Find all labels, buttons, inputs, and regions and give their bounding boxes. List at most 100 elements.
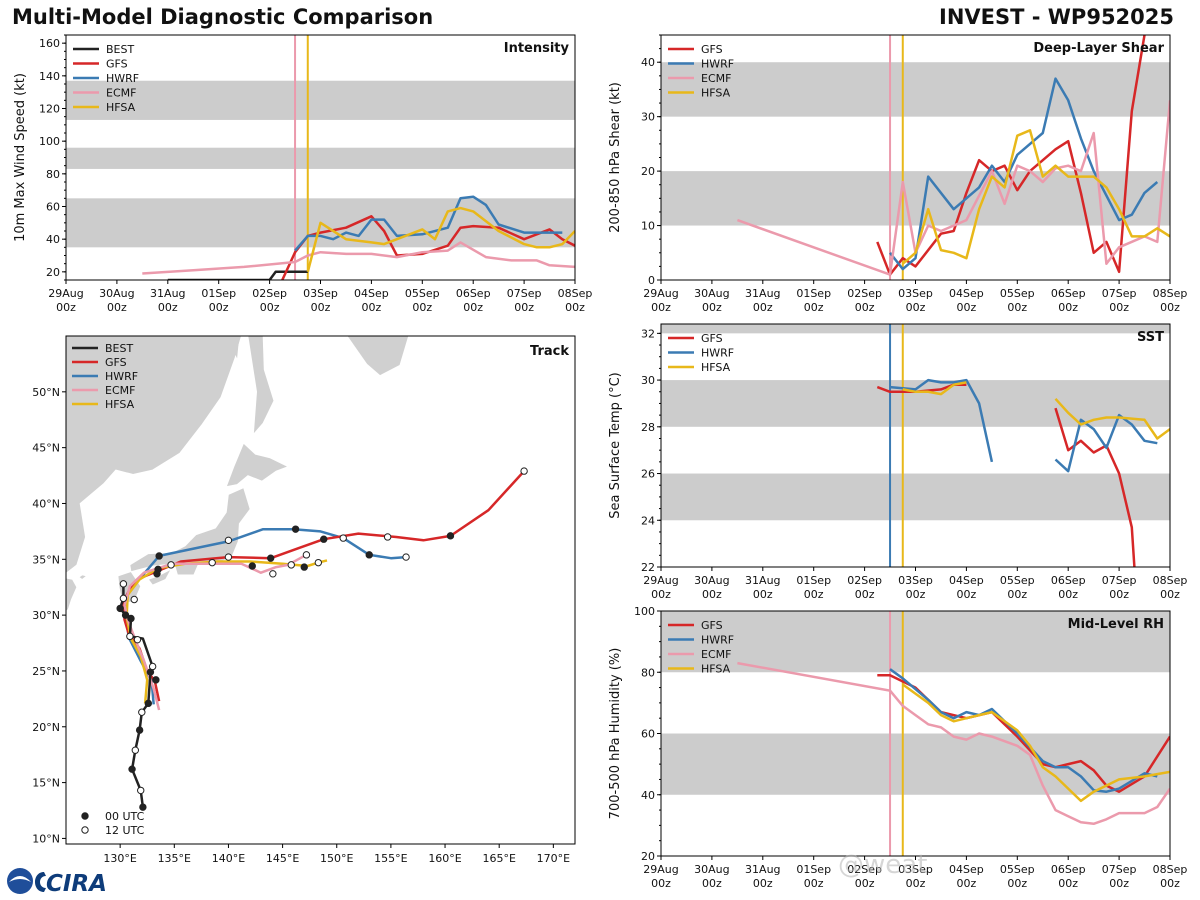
x-tick-label: 03Sep xyxy=(898,287,933,300)
track-marker-12utc xyxy=(269,570,277,578)
x-tick-sublabel: 00z xyxy=(1007,877,1027,890)
legend-label-ecmf: ECMF xyxy=(105,384,135,397)
legend-label-hfsa: HFSA xyxy=(701,663,731,676)
x-tick-label: 07Sep xyxy=(1102,574,1137,587)
land-kamchatka xyxy=(347,336,409,376)
x-tick-label: 08Sep xyxy=(1153,574,1188,587)
track-marker-12utc xyxy=(287,561,295,569)
x-tick-label: 145°E xyxy=(266,852,299,865)
band xyxy=(66,80,575,120)
track-marker-12utc xyxy=(314,558,323,567)
track-marker-00utc xyxy=(266,554,275,562)
y-tick-label: 0 xyxy=(648,274,655,287)
x-tick-sublabel: 00z xyxy=(804,588,824,601)
x-tick-label: 05Sep xyxy=(405,287,440,300)
band xyxy=(661,62,1170,117)
x-tick-label: 31Aug xyxy=(745,863,780,876)
track-marker-12utc xyxy=(148,662,157,671)
x-tick-label: 06Sep xyxy=(1051,863,1086,876)
y-tick-label: 20 xyxy=(641,165,655,178)
land-sakhalin xyxy=(247,336,275,436)
watermark: @weat xyxy=(838,850,928,880)
legend-label-gfs: GFS xyxy=(701,43,723,56)
y-tick-label: 50°N xyxy=(32,386,60,399)
land-mainland-asia xyxy=(66,336,242,574)
y-tick-label: 28 xyxy=(641,421,655,434)
x-tick-sublabel: 00z xyxy=(753,301,773,314)
track-marker-12utc xyxy=(520,467,528,475)
track-marker-00utc xyxy=(144,699,153,708)
track-marker-00utc xyxy=(135,726,144,734)
track-marker-00utc xyxy=(155,552,163,560)
series-ecmf xyxy=(737,661,1170,826)
x-tick-label: 01Sep xyxy=(796,287,831,300)
x-tick-label: 04Sep xyxy=(949,574,984,587)
x-tick-sublabel: 00z xyxy=(1058,877,1078,890)
x-tick-label: 150°E xyxy=(320,852,353,865)
cira-logo-text: CIRA xyxy=(46,871,107,896)
x-tick-label: 30Aug xyxy=(99,287,134,300)
legend-label-hwrf: HWRF xyxy=(701,634,734,647)
x-tick-sublabel: 00z xyxy=(906,301,926,314)
x-tick-label: 06Sep xyxy=(1051,287,1086,300)
x-tick-label: 30Aug xyxy=(694,863,729,876)
track-marker-12utc xyxy=(383,533,392,541)
x-tick-sublabel: 00z xyxy=(957,877,977,890)
y-tick-label: 40 xyxy=(641,56,655,69)
track-marker-00utc xyxy=(365,551,373,559)
x-tick-sublabel: 00z xyxy=(56,301,76,314)
x-tick-sublabel: 00z xyxy=(1109,877,1129,890)
legend-label-gfs: GFS xyxy=(701,619,723,632)
x-tick-label: 31Aug xyxy=(745,574,780,587)
y-tick-label: 32 xyxy=(641,327,655,340)
y-tick-label: 40°N xyxy=(32,497,60,510)
x-tick-sublabel: 00z xyxy=(1160,301,1180,314)
track-marker-00utc xyxy=(128,765,136,773)
y-tick-label: 24 xyxy=(641,514,655,527)
y-tick-label: 45°N xyxy=(32,442,60,455)
x-tick-sublabel: 00z xyxy=(702,877,722,890)
y-tick-label: 10°N xyxy=(32,832,60,845)
x-tick-label: 03Sep xyxy=(898,863,933,876)
track-marker-12utc xyxy=(126,632,134,641)
cira-logo: CIRA xyxy=(6,866,116,900)
track-marker-00utc xyxy=(116,604,124,613)
y-tick-label: 100 xyxy=(39,135,60,148)
legend-marker-label: 00 UTC xyxy=(105,810,145,823)
x-tick-label: 08Sep xyxy=(1153,287,1188,300)
panel-rh: 2040608010029Aug00z30Aug00z31Aug00z01Sep… xyxy=(608,605,1187,890)
land-layer xyxy=(66,336,409,612)
band xyxy=(661,171,1170,226)
track-marker-12utc xyxy=(119,594,128,603)
legend-label-hfsa: HFSA xyxy=(701,361,731,374)
x-tick-sublabel: 00z xyxy=(311,301,331,314)
x-tick-sublabel: 00z xyxy=(702,588,722,601)
x-tick-label: 155°E xyxy=(374,852,407,865)
y-axis-label: Sea Surface Temp (°C) xyxy=(608,372,623,519)
legend-label-ecmf: ECMF xyxy=(701,648,731,661)
legend-label-hwrf: HWRF xyxy=(106,72,139,85)
y-tick-label: 100 xyxy=(634,605,655,618)
y-tick-label: 35°N xyxy=(32,553,60,566)
x-tick-sublabel: 00z xyxy=(753,877,773,890)
x-tick-label: 02Sep xyxy=(847,863,882,876)
x-tick-label: 01Sep xyxy=(796,574,831,587)
plot-frame xyxy=(65,335,576,845)
x-tick-label: 07Sep xyxy=(1102,863,1137,876)
y-tick-label: 30 xyxy=(641,374,655,387)
x-tick-sublabel: 00z xyxy=(1160,588,1180,601)
track-marker-12utc xyxy=(208,558,216,567)
x-tick-label: 06Sep xyxy=(1051,574,1086,587)
panel-title: Mid-Level RH xyxy=(1068,617,1164,632)
y-tick-label: 30°N xyxy=(32,609,60,622)
x-tick-label: 30Aug xyxy=(694,574,729,587)
track-marker-12utc xyxy=(119,580,128,588)
x-tick-sublabel: 00z xyxy=(1058,588,1078,601)
track-marker-00utc xyxy=(291,525,300,533)
legend-label-gfs: GFS xyxy=(701,332,723,345)
track-marker-12utc xyxy=(130,595,138,604)
y-tick-label: 30 xyxy=(641,111,655,124)
track-marker-00utc xyxy=(320,535,328,543)
track-ecmf xyxy=(123,553,308,711)
